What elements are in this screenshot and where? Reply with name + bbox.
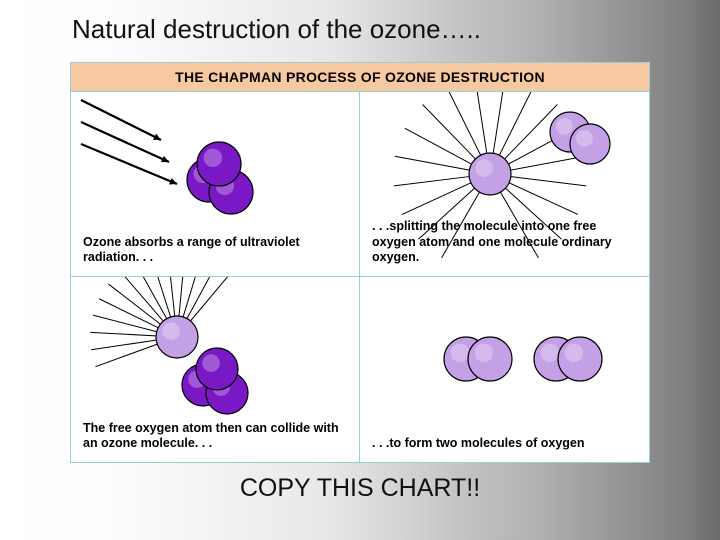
panel-3: The free oxygen atom then can collide wi… — [71, 277, 360, 462]
panel-2: . . .splitting the molecule into one fre… — [360, 92, 649, 277]
chapman-diagram: THE CHAPMAN PROCESS OF OZONE DESTRUCTION… — [70, 62, 650, 463]
panel-3-caption: The free oxygen atom then can collide wi… — [83, 421, 349, 452]
diagram-title: THE CHAPMAN PROCESS OF OZONE DESTRUCTION — [71, 63, 649, 92]
panel-4-graphic — [360, 277, 649, 462]
panel-4: . . .to form two molecules of oxygen — [360, 277, 649, 462]
panel-1-caption: Ozone absorbs a range of ultraviolet rad… — [83, 235, 349, 266]
panel-1: Ozone absorbs a range of ultraviolet rad… — [71, 92, 360, 277]
diagram-grid: Ozone absorbs a range of ultraviolet rad… — [71, 92, 649, 462]
bottom-note: COPY THIS CHART!! — [0, 474, 720, 503]
panel-2-caption: . . .splitting the molecule into one fre… — [372, 219, 639, 266]
page-title: Natural destruction of the ozone….. — [72, 14, 481, 45]
panel-4-caption: . . .to form two molecules of oxygen — [372, 436, 639, 452]
